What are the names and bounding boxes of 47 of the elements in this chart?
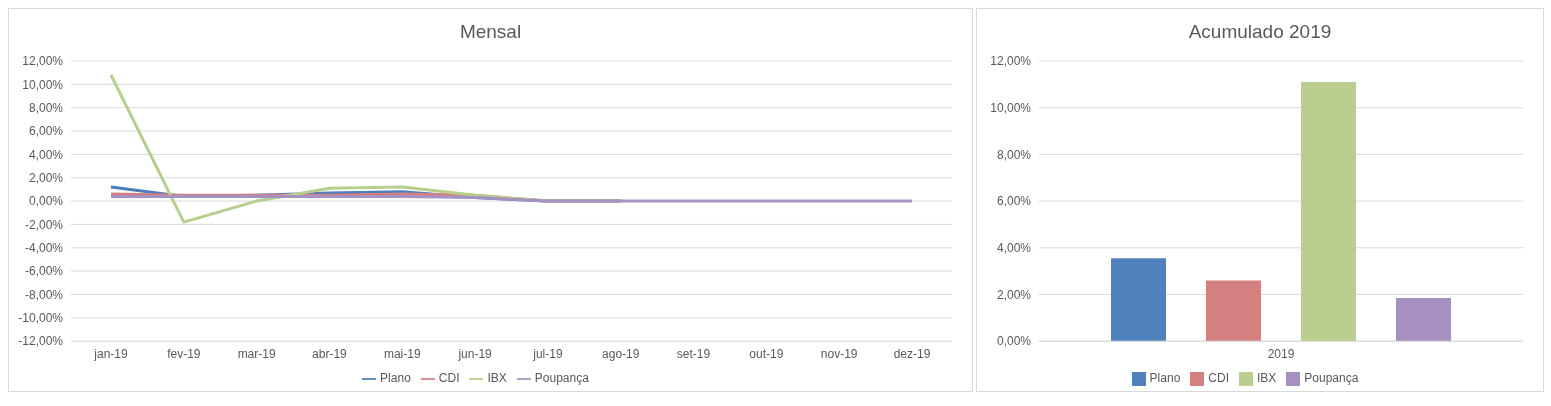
legend-label: Poupança bbox=[534, 371, 589, 386]
x-tick-label: mai-19 bbox=[383, 346, 421, 361]
x-tick-label: nov-19 bbox=[820, 346, 858, 361]
y-tick-label: -2,00% bbox=[24, 217, 64, 232]
x-tick-label: mar-19 bbox=[237, 346, 276, 361]
y-tick-label: 6,00% bbox=[28, 124, 64, 139]
x-tick-label: abr-19 bbox=[312, 346, 348, 361]
y-tick-label: -8,00% bbox=[24, 287, 64, 302]
y-tick-label: 0,00% bbox=[996, 334, 1032, 349]
bar bbox=[1301, 82, 1356, 342]
x-tick-label: ago-19 bbox=[602, 346, 640, 361]
legend-label: Plano bbox=[1149, 371, 1181, 386]
chart-title: Acumulado 2019 bbox=[1187, 20, 1333, 44]
bar bbox=[1206, 280, 1261, 342]
legend-label: CDI bbox=[438, 371, 460, 386]
y-tick-label: 8,00% bbox=[28, 100, 64, 115]
legend-label: CDI bbox=[1208, 371, 1229, 386]
x-tick-label: jul-19 bbox=[532, 346, 563, 361]
y-tick-label: -12,00% bbox=[18, 334, 64, 349]
y-tick-label: 8,00% bbox=[996, 147, 1032, 162]
y-tick-label: 12,00% bbox=[990, 54, 1032, 69]
x-tick-label: set-19 bbox=[676, 346, 711, 361]
y-tick-label: -10,00% bbox=[18, 311, 64, 326]
y-tick-label: 4,00% bbox=[28, 147, 64, 162]
legend-label: Poupança bbox=[1304, 371, 1359, 386]
legend-label: IBX bbox=[487, 371, 507, 386]
y-tick-label: -4,00% bbox=[24, 241, 64, 256]
x-tick-label: dez-19 bbox=[893, 346, 931, 361]
y-tick-label: 2,00% bbox=[996, 287, 1032, 302]
x-tick-label: jun-19 bbox=[457, 346, 493, 361]
y-tick-label: 10,00% bbox=[990, 100, 1032, 115]
chart-title: Mensal bbox=[458, 20, 523, 44]
x-tick-label: out-19 bbox=[749, 346, 784, 361]
legend-label: Plano bbox=[380, 371, 411, 386]
y-tick-label: 12,00% bbox=[22, 54, 64, 69]
y-tick-label: 10,00% bbox=[22, 77, 64, 92]
bar bbox=[1111, 258, 1166, 342]
y-tick-label: 2,00% bbox=[28, 171, 64, 185]
bar bbox=[1396, 297, 1451, 342]
y-tick-label: -6,00% bbox=[24, 264, 64, 279]
y-tick-label: 6,00% bbox=[996, 194, 1032, 209]
x-tick-label: jan-19 bbox=[93, 346, 128, 361]
y-tick-label: 0,00% bbox=[28, 194, 64, 209]
x-tick-label: fev-19 bbox=[167, 346, 201, 361]
legend-label: IBX bbox=[1256, 371, 1277, 386]
x-tick-label: 2019 bbox=[1267, 346, 1295, 361]
y-tick-label: 4,00% bbox=[996, 241, 1032, 256]
